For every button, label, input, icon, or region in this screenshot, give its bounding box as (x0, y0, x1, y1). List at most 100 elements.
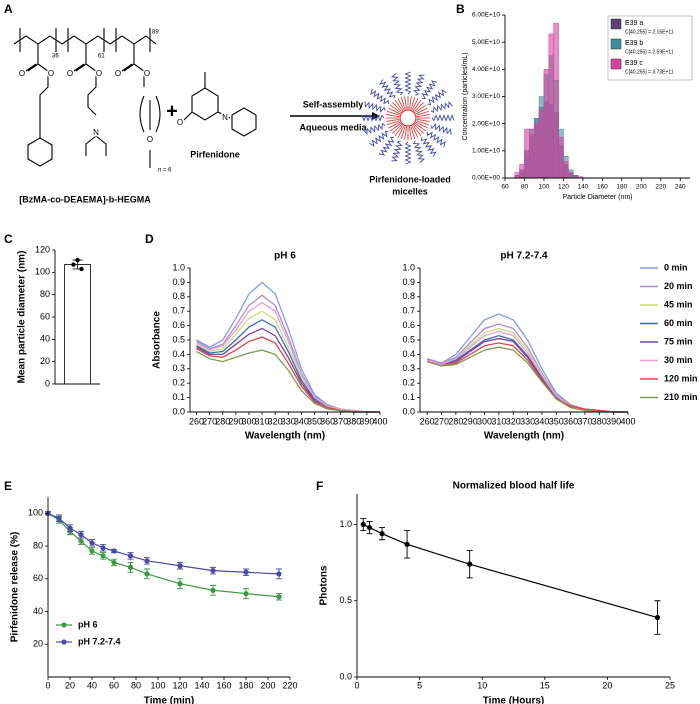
x-tick-label: 5 (417, 680, 422, 690)
micelle-core-chain (394, 99, 404, 111)
micelle-shell-chain (420, 137, 437, 157)
x-tick-label: 140 (577, 184, 588, 191)
y-tick-label: 0.5 (172, 334, 185, 344)
histogram-bar (553, 22, 559, 179)
legend-swatch (610, 58, 622, 70)
y-tick-label: 4.00E+10 (472, 66, 500, 73)
y-tick-label: 0.0 (172, 406, 185, 416)
y-tick-label: 0.4 (402, 349, 415, 359)
micelle-core-chain (389, 122, 401, 132)
micelle-core-chain (416, 119, 430, 122)
x-tick-label: 290 (228, 416, 243, 426)
x-tick-label: 0 (45, 680, 50, 690)
arrow-label: Self-assembly (303, 99, 364, 109)
x-tick-label: 60 (501, 184, 509, 191)
x-tick-label: 400 (372, 416, 387, 426)
y-tick-label: 0.3 (402, 363, 415, 373)
histogram-bar (524, 128, 530, 179)
y-tick-label: 1.0 (172, 262, 185, 272)
side-chain (73, 44, 107, 156)
micelle-core-chain (409, 96, 412, 110)
bar (64, 264, 91, 385)
micelle-shell-chain (426, 131, 446, 148)
series-line (196, 301, 380, 413)
legend-label: E39 a (625, 20, 643, 27)
micelle-shell-chain (430, 100, 453, 114)
x-tick-label: 390 (359, 416, 374, 426)
histogram-bar (563, 161, 569, 179)
y-tick-label: 120 (35, 244, 50, 254)
legend-label: E39 b (625, 40, 643, 47)
x-tick-label: 10 (477, 680, 487, 690)
data-point (100, 553, 106, 559)
x-tick-label: 380 (346, 416, 361, 426)
x-tick-label: 100 (150, 680, 165, 690)
micelle-core-chain (412, 99, 422, 111)
data-point (144, 571, 150, 577)
atom: O (177, 118, 183, 127)
x-tick-label: 180 (616, 184, 627, 191)
scheme-drawing (13, 28, 455, 168)
y-tick-label: 1.0 (339, 519, 352, 529)
micelle-shell-chain (364, 101, 386, 113)
y-tick-label: 0.7 (402, 306, 415, 316)
panel-label: B (456, 2, 465, 16)
y-tick-label: 0.4 (172, 349, 185, 359)
micelle-core-chain (388, 121, 401, 129)
legend-note: C[40,255] = 2.16E+11 (625, 29, 674, 35)
micelle-core-chain (416, 110, 430, 116)
x-tick-label: 320 (506, 416, 521, 426)
y-tick-label: 100 (35, 267, 50, 277)
x-tick-label: 40 (87, 680, 97, 690)
data-point (144, 558, 150, 564)
data-point (177, 581, 183, 587)
data-point (276, 594, 282, 600)
x-tick-label: 100 (539, 184, 550, 191)
atom: O (67, 69, 73, 78)
y-tick-label: 100 (28, 508, 43, 518)
y-tick-label: 0.3 (172, 363, 185, 373)
peg-subscript: n = 6 (158, 168, 172, 174)
micelle-core-chain (404, 126, 407, 140)
micelle-core-chain (400, 126, 406, 140)
micelle-core (399, 109, 417, 127)
micelle-core-chain (400, 96, 406, 110)
panel-label: E (4, 479, 12, 493)
data-point (56, 515, 62, 521)
y-tick-label: 0.8 (172, 291, 185, 301)
series-line (47, 512, 280, 575)
y-tick-label: 0 (45, 378, 50, 388)
data-point (78, 532, 84, 538)
panel-label: D (145, 232, 154, 246)
micelle (361, 71, 455, 165)
y-tick-label: 2.00E+10 (472, 120, 500, 127)
micelle-core-chain (397, 98, 405, 111)
data-point (654, 614, 661, 621)
x-tick-label: 330 (281, 416, 296, 426)
legend-label: 210 min (664, 392, 698, 402)
micelle-core-chain (394, 125, 404, 137)
atom: N (222, 113, 228, 122)
panel-label: F (316, 479, 323, 493)
pyridone-ring (191, 87, 219, 121)
micelle-core-chain (386, 119, 400, 122)
data-point (210, 587, 216, 593)
atom: O (147, 135, 153, 144)
x-tick-label: 15 (540, 680, 550, 690)
x-tick-label: 120 (172, 680, 187, 690)
subscript: 36 (52, 54, 59, 60)
y-tick-label: 0.9 (402, 277, 415, 287)
arrow-head (372, 112, 380, 120)
x-tick-label: 140 (194, 680, 209, 690)
y-tick-label: 40 (33, 606, 43, 616)
x-axis-title: Time (Hours) (483, 696, 545, 704)
y-tick-label: 80 (33, 540, 43, 550)
micelle-core-chain (411, 125, 419, 138)
x-tick-label: 330 (520, 416, 535, 426)
legend-marker (61, 639, 67, 645)
product-label: Pirfenidone-loaded (369, 174, 451, 184)
legend-swatch (610, 38, 622, 50)
x-tick-label: 200 (636, 184, 647, 191)
y-tick-label: 60 (40, 311, 50, 321)
